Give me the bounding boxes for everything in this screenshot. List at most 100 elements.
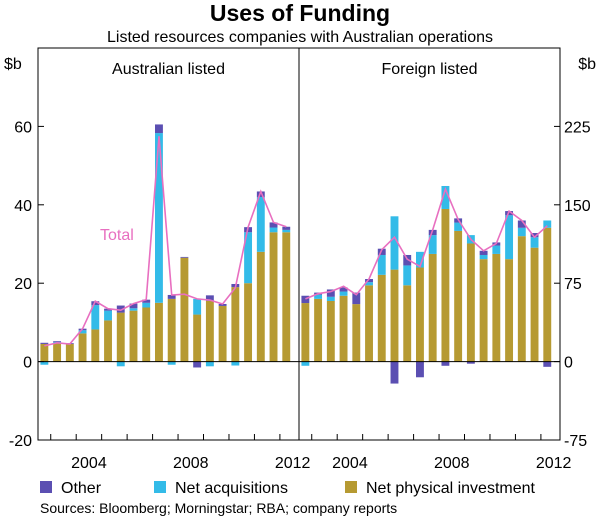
bar-physical: [441, 208, 450, 362]
bar-other: [167, 294, 176, 299]
y-tick-label-right: 75: [564, 276, 582, 293]
bar-acquisitions: [517, 227, 526, 237]
bar-physical: [365, 285, 373, 362]
bar-physical: [326, 300, 335, 362]
bar-physical: [301, 303, 310, 362]
y-tick-label-right: 150: [564, 198, 591, 215]
bar-acquisitions: [543, 220, 552, 228]
y-tick-label-left: 40: [14, 198, 32, 215]
bar-other: [180, 256, 189, 258]
bar-physical: [403, 285, 412, 362]
legend-swatch-other: [40, 481, 52, 493]
bar-other: [282, 226, 291, 230]
bar-physical: [167, 298, 176, 362]
bar-physical: [339, 295, 348, 362]
bar-physical: [116, 312, 125, 362]
bar-acquisitions: [91, 305, 100, 330]
bar-physical: [129, 310, 138, 362]
bar-acquisitions: [479, 254, 488, 260]
bar-acquisitions: [142, 302, 151, 308]
legend-swatch-net-acquisitions: [154, 481, 166, 493]
bar-other: [256, 191, 265, 197]
bar-other: [269, 222, 278, 228]
y-tick-label-left: 20: [14, 276, 32, 293]
bar-other: [377, 248, 386, 255]
chart-sources: Sources: Bloomberg; Morningstar; RBA; co…: [40, 500, 397, 516]
bar-acquisitions: [104, 310, 112, 321]
bar-acquisitions: [205, 361, 214, 367]
bar-acquisitions: [530, 237, 539, 248]
bar-physical: [377, 274, 386, 362]
y-tick-label-left: -20: [9, 433, 32, 450]
bar-physical: [91, 329, 100, 362]
bar-other: [390, 361, 399, 384]
panel-title-foreign: Foreign listed: [381, 61, 477, 78]
bar-physical: [269, 232, 278, 362]
bar-acquisitions: [390, 216, 399, 270]
y-tick-label-left: 60: [14, 119, 32, 136]
bar-other: [301, 295, 310, 304]
x-tick-label-2012: 2012: [536, 455, 572, 472]
bar-acquisitions: [282, 229, 291, 233]
bar-physical: [244, 283, 253, 362]
bar-acquisitions: [377, 254, 386, 275]
bar-other: [53, 341, 62, 342]
legend: Other Net acquisitions Net physical inve…: [40, 480, 536, 497]
bar-other: [517, 220, 526, 228]
bar-physical: [155, 302, 163, 362]
bar-physical: [505, 259, 514, 362]
bar-other: [218, 303, 227, 306]
bar-acquisitions: [416, 251, 424, 268]
bar-acquisitions: [40, 361, 49, 365]
total-line-foreign: [305, 186, 548, 300]
bar-acquisitions: [244, 232, 253, 284]
bar-acquisitions: [269, 227, 278, 233]
bar-acquisitions: [403, 265, 412, 286]
bar-physical: [180, 257, 189, 362]
bar-acquisitions: [155, 133, 163, 303]
x-tick-label-2012: 2012: [275, 455, 311, 472]
bar-other: [155, 124, 163, 134]
left-unit-label: $b: [4, 56, 22, 73]
chart-subtitle: Listed resources companies with Australi…: [107, 29, 493, 46]
y-tick-label-left: 0: [23, 355, 32, 372]
bar-other: [193, 361, 202, 368]
legend-label-net-acquisitions: Net acquisitions: [175, 480, 288, 497]
y-tick-label-right: 225: [564, 119, 591, 136]
plot-area: Total: [40, 124, 552, 384]
right-unit-label: $b: [578, 56, 596, 73]
bar-other: [416, 361, 424, 378]
bar-acquisitions: [326, 296, 335, 301]
bar-other: [116, 305, 125, 313]
legend-label-other: Other: [61, 480, 102, 497]
bar-physical: [256, 251, 265, 362]
bar-physical: [231, 287, 240, 362]
legend-label-net-physical-investment: Net physical investment: [366, 480, 536, 497]
bar-other: [129, 303, 138, 309]
bar-acquisitions: [365, 282, 373, 286]
bar-acquisitions: [129, 308, 138, 311]
x-tick-label-2008: 2008: [173, 455, 209, 472]
bar-acquisitions: [454, 222, 463, 231]
bar-other: [403, 254, 412, 266]
bar-other: [326, 289, 335, 297]
bar-physical: [428, 253, 437, 362]
y-tick-label-right: -75: [564, 433, 587, 450]
bar-other: [352, 292, 361, 305]
bar-physical: [65, 343, 74, 362]
bar-other: [365, 279, 373, 283]
x-tick-label-2004: 2004: [71, 455, 107, 472]
axes: -20 0 20 40 60 2004 2008 2012 -75 0 75 150 225 2004 20…: [9, 119, 591, 472]
bar-physical: [352, 304, 361, 362]
bar-acquisitions: [314, 294, 323, 299]
x-tick-label-2008: 2008: [434, 455, 470, 472]
total-annotation: Total: [100, 227, 134, 244]
bar-acquisitions: [428, 235, 437, 254]
bar-acquisitions: [78, 330, 87, 334]
bar-physical: [543, 227, 552, 362]
bar-acquisitions: [339, 291, 348, 296]
bar-physical: [479, 259, 488, 362]
chart-title: Uses of Funding: [210, 0, 390, 26]
bar-acquisitions: [441, 185, 450, 209]
